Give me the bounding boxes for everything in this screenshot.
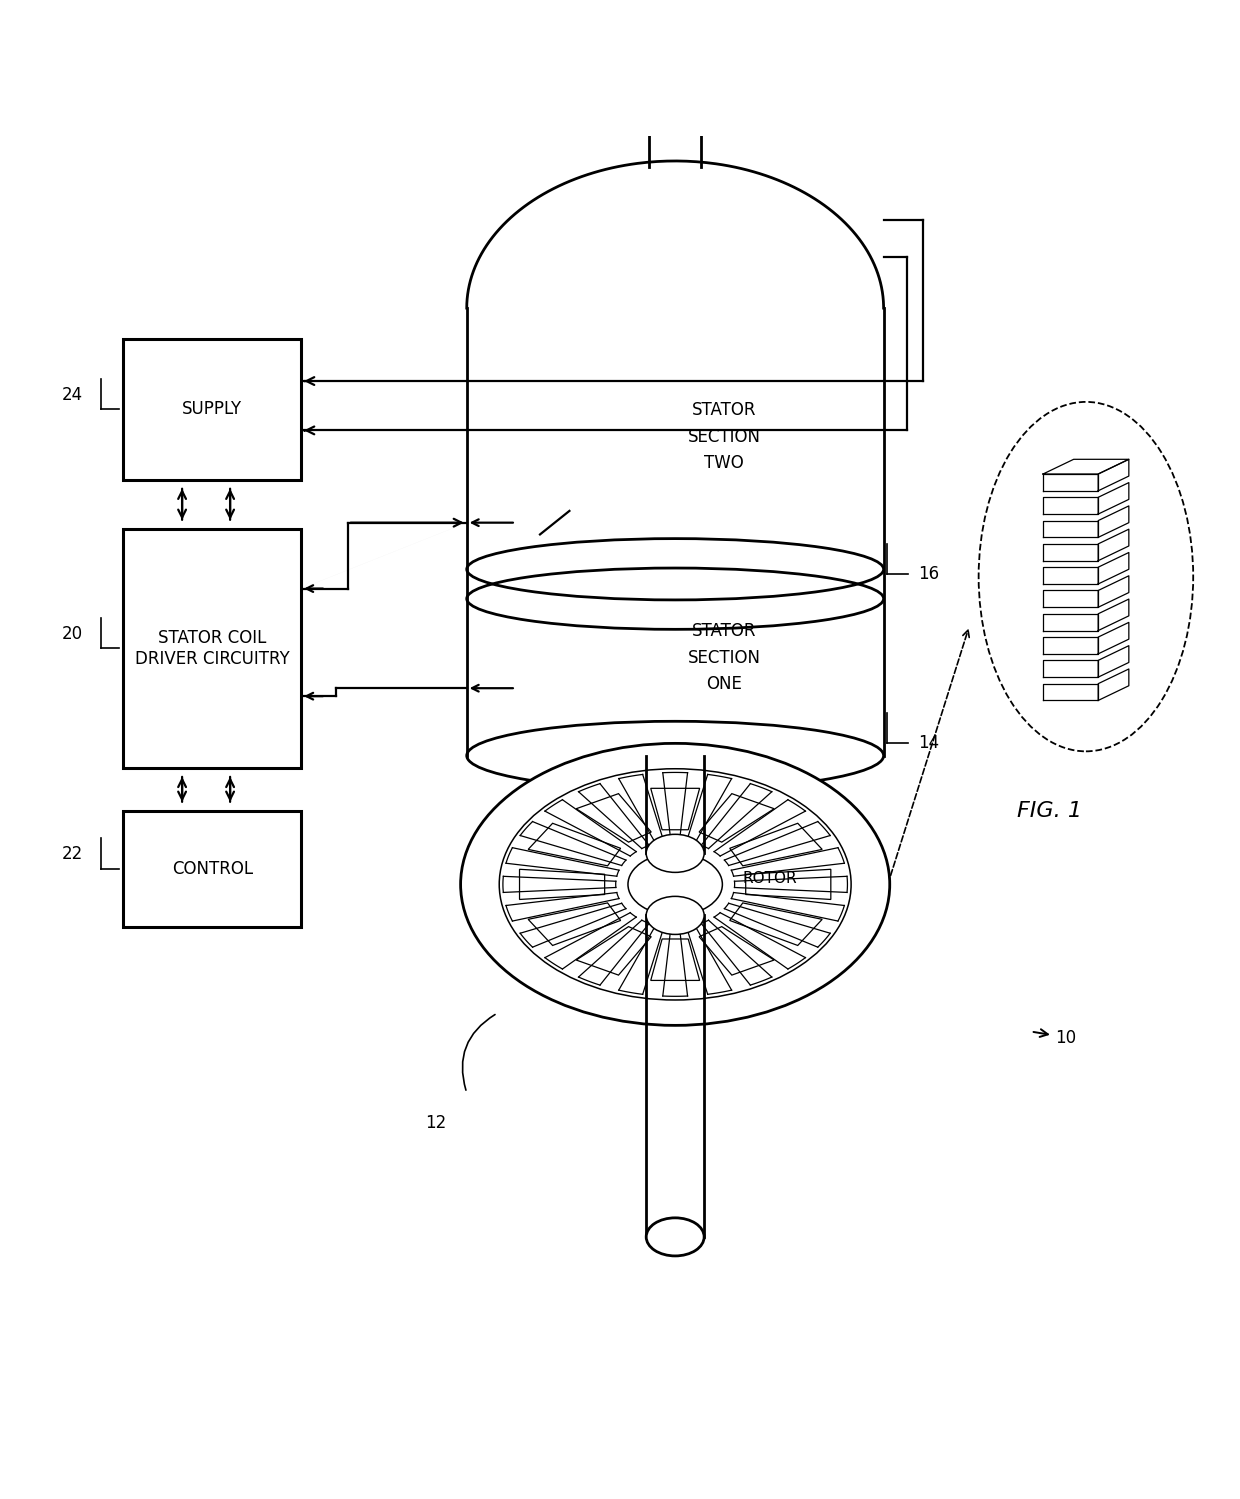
Bar xyxy=(124,811,301,928)
Text: STATOR
SECTION
TWO: STATOR SECTION TWO xyxy=(688,402,760,472)
Text: 20: 20 xyxy=(62,625,83,643)
Ellipse shape xyxy=(460,744,890,1025)
Text: 22: 22 xyxy=(62,845,83,863)
Ellipse shape xyxy=(646,835,704,872)
Ellipse shape xyxy=(650,45,701,93)
Text: 12: 12 xyxy=(425,1114,446,1132)
Text: CONTROL: CONTROL xyxy=(172,860,253,878)
Ellipse shape xyxy=(646,896,704,934)
Ellipse shape xyxy=(460,534,890,634)
Text: 16: 16 xyxy=(918,565,939,583)
Text: ROTOR: ROTOR xyxy=(743,871,797,886)
Bar xyxy=(124,339,301,480)
Text: 10: 10 xyxy=(1055,1028,1076,1046)
Text: SUPPLY: SUPPLY xyxy=(182,400,242,418)
Text: STATOR
SECTION
ONE: STATOR SECTION ONE xyxy=(688,622,760,693)
Ellipse shape xyxy=(627,853,723,916)
Text: FIG. 1: FIG. 1 xyxy=(1017,800,1081,821)
Ellipse shape xyxy=(646,1217,704,1256)
Text: 14: 14 xyxy=(918,735,939,752)
Text: 24: 24 xyxy=(62,385,83,403)
Bar xyxy=(124,529,301,767)
Ellipse shape xyxy=(500,769,851,1000)
Text: STATOR COIL
DRIVER CIRCUITRY: STATOR COIL DRIVER CIRCUITRY xyxy=(135,630,290,667)
